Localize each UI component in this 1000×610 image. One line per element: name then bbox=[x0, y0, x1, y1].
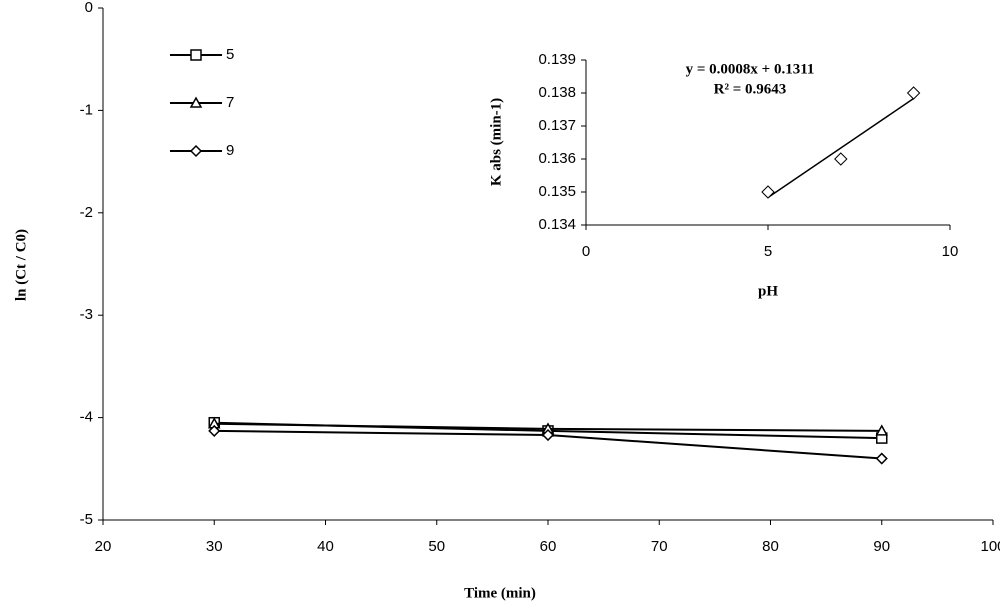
legend-label: 5 bbox=[226, 46, 234, 63]
y-tick-label: 0.135 bbox=[538, 183, 576, 200]
annotation: R² = 0.9643 bbox=[714, 81, 787, 97]
y-tick-label: 0.139 bbox=[538, 51, 576, 68]
x-tick-label: 0 bbox=[582, 243, 590, 260]
x-tick-label: 100 bbox=[980, 538, 1000, 555]
y-tick-label: -4 bbox=[80, 409, 93, 426]
x-tick-label: 50 bbox=[428, 538, 445, 555]
x-tick-label: 70 bbox=[651, 538, 668, 555]
marker bbox=[189, 96, 203, 108]
x-axis-title: Time (min) bbox=[464, 585, 536, 601]
y-axis-title: ln (Ct / C0) bbox=[13, 229, 29, 301]
x-tick-label: 20 bbox=[95, 538, 112, 555]
x-tick-label: 60 bbox=[540, 538, 557, 555]
marker bbox=[208, 424, 221, 437]
x-tick-label: 30 bbox=[206, 538, 223, 555]
marker bbox=[541, 428, 555, 442]
y-tick-label: 0.138 bbox=[538, 84, 576, 101]
y-axis-title: K abs (min-1) bbox=[488, 98, 504, 186]
y-tick-label: 0.137 bbox=[538, 117, 576, 134]
annotation: y = 0.0008x + 0.1311 bbox=[686, 61, 815, 77]
y-tick-label: 0.134 bbox=[538, 216, 576, 233]
marker bbox=[189, 144, 203, 158]
legend-label: 7 bbox=[226, 94, 234, 111]
y-tick-label: 0.136 bbox=[538, 150, 576, 167]
legend-label: 9 bbox=[226, 142, 234, 159]
marker bbox=[875, 452, 888, 465]
x-axis-title: pH bbox=[758, 283, 778, 299]
x-tick-label: 5 bbox=[764, 243, 772, 260]
x-tick-label: 80 bbox=[762, 538, 779, 555]
marker bbox=[875, 424, 889, 436]
y-tick-label: -3 bbox=[80, 306, 93, 323]
y-tick-label: -2 bbox=[80, 204, 93, 221]
y-tick-label: -5 bbox=[80, 511, 93, 528]
marker bbox=[906, 86, 921, 100]
marker bbox=[761, 185, 775, 199]
trendline bbox=[767, 97, 915, 199]
x-tick-label: 90 bbox=[873, 538, 890, 555]
y-tick-label: 0 bbox=[85, 0, 93, 16]
y-tick-label: -1 bbox=[80, 101, 93, 118]
marker bbox=[834, 152, 848, 166]
marker bbox=[190, 49, 202, 61]
x-tick-label: 40 bbox=[317, 538, 334, 555]
x-tick-label: 10 bbox=[942, 243, 959, 260]
